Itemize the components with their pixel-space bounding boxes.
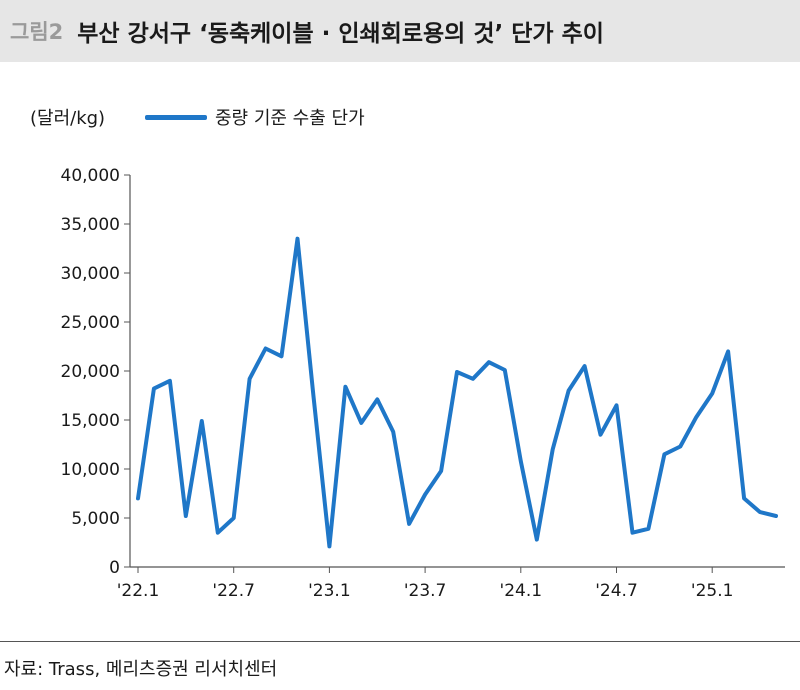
- y-tick-label: 30,000: [61, 264, 120, 284]
- x-tick-label: '22.7: [212, 581, 255, 601]
- y-tick-label: 0: [109, 558, 120, 578]
- x-tick-label: '23.1: [308, 581, 351, 601]
- x-tick-label: '22.1: [117, 581, 160, 601]
- series-line: [136, 236, 778, 549]
- legend-line-swatch: [145, 114, 207, 120]
- x-tick-label: '25.1: [691, 581, 734, 601]
- figure-label: 그림2: [10, 20, 64, 44]
- x-tick-label: '24.7: [595, 581, 638, 601]
- y-tick-label: 20,000: [61, 362, 120, 382]
- footer-divider: [0, 641, 800, 642]
- y-axis-unit-label: (달러/kg): [30, 108, 106, 129]
- y-tick-label: 5,000: [71, 509, 120, 529]
- line-chart: 0 5,000 10,000 15,000 20,000 25,000 30,000 35,0…: [61, 166, 785, 601]
- y-tick-label: 10,000: [61, 460, 120, 480]
- legend-series-label: 중량 기준 수출 단가: [215, 108, 365, 129]
- x-tick-label: '24.1: [500, 581, 543, 601]
- y-tick-label: 35,000: [61, 215, 120, 235]
- source-note: 자료: Trass, 메리츠증권 리서치센터: [4, 659, 278, 680]
- chart-title: 부산 강서구 ‘동축케이블 · 인쇄회로용의 것’ 단가 추이: [77, 21, 604, 47]
- title-bar: 그림2 부산 강서구 ‘동축케이블 · 인쇄회로용의 것’ 단가 추이: [0, 0, 800, 62]
- legend: 중량 기준 수출 단가: [145, 104, 365, 130]
- y-tick-label: 25,000: [61, 313, 120, 333]
- y-tick-label: 15,000: [61, 411, 120, 431]
- y-tick-label: 40,000: [61, 166, 120, 186]
- x-tick-label: '23.7: [404, 581, 447, 601]
